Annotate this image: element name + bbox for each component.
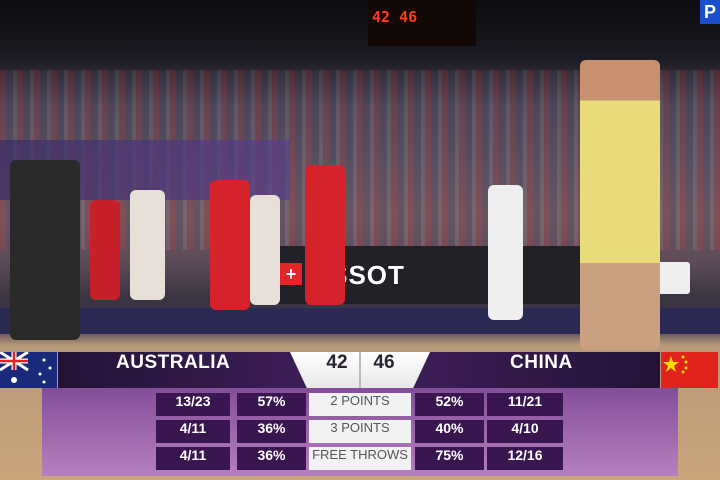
- player: [210, 180, 250, 310]
- stat-away-made: 4/10: [487, 420, 563, 443]
- stat-away-made: 11/21: [487, 393, 563, 416]
- arena-scoreboard: 42 46: [368, 0, 476, 46]
- player: [90, 200, 120, 300]
- referee: [10, 160, 80, 340]
- stat-label: FREE THROWS: [309, 447, 411, 470]
- stat-away-made: 12/16: [487, 447, 563, 470]
- stat-home-made: 4/11: [156, 447, 230, 470]
- swiss-cross-icon: +: [280, 263, 302, 285]
- stat-label: 2 POINTS: [309, 393, 411, 416]
- player: [130, 190, 165, 300]
- stat-home-pct: 57%: [237, 393, 306, 416]
- arena-scoreboard-display: 42 46: [372, 8, 418, 26]
- stat-away-pct: 52%: [415, 393, 484, 416]
- australia-flag-icon: [0, 350, 57, 388]
- australia-player: [580, 60, 660, 350]
- player: [305, 165, 345, 305]
- stat-home-pct: 36%: [237, 420, 306, 443]
- away-score: 46: [373, 352, 395, 373]
- referee: [488, 185, 523, 320]
- player: [250, 195, 280, 305]
- away-team-name: CHINA: [510, 352, 573, 373]
- score-divider: [359, 352, 361, 388]
- stat-home-pct: 36%: [237, 447, 306, 470]
- home-team-name: AUSTRALIA: [116, 352, 231, 373]
- home-score: 42: [326, 352, 348, 373]
- stat-label: 3 POINTS: [309, 420, 411, 443]
- stat-home-made: 13/23: [156, 393, 230, 416]
- stat-away-pct: 75%: [415, 447, 484, 470]
- channel-logo: P: [700, 0, 720, 24]
- stat-away-pct: 40%: [415, 420, 484, 443]
- china-flag-icon: [661, 352, 718, 388]
- stat-home-made: 4/11: [156, 420, 230, 443]
